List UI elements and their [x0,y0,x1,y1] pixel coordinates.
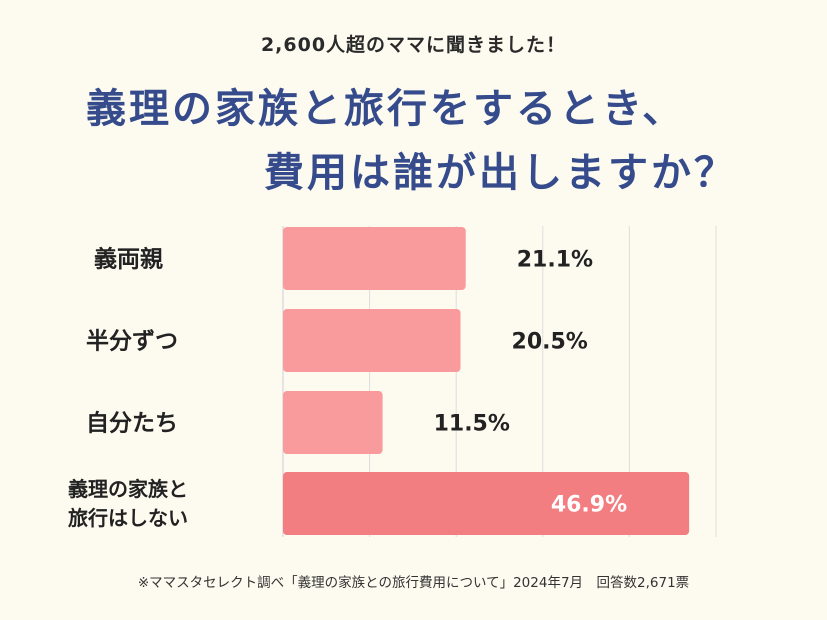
category-label-4: 義理の家族と旅行はしない [68,477,188,530]
chart-title-line-2: 費用は誰が出しますか？ [264,150,737,196]
category-label-1: 義両親 [94,246,163,273]
category-label-2: 半分ずつ [86,329,178,355]
value-label-1: 21.1% [517,248,593,273]
source-footnote: ※ママスタセレクト調べ「義理の家族との旅行費用について」2024年7月 回答数2… [137,575,690,591]
labels: 21.1% 義両親 20.5% 半分ずつ 11.5% 自分たち 46.9% 義理の家族と旅行は… [68,246,627,531]
bar-1 [283,227,466,290]
chart-subtitle: 2,600人超のママに聞きました！ [260,34,567,56]
value-label-4: 46.9% [551,493,627,518]
bar-2 [283,309,461,372]
category-label-3: 自分たち [86,410,178,437]
bars [283,227,690,535]
value-label-3: 11.5% [434,412,510,437]
chart-title-line-1: 義理の家族と旅行をするとき、 [86,86,686,132]
bar-3 [283,391,383,454]
bar-4 [283,472,690,535]
value-label-2: 20.5% [512,330,588,355]
